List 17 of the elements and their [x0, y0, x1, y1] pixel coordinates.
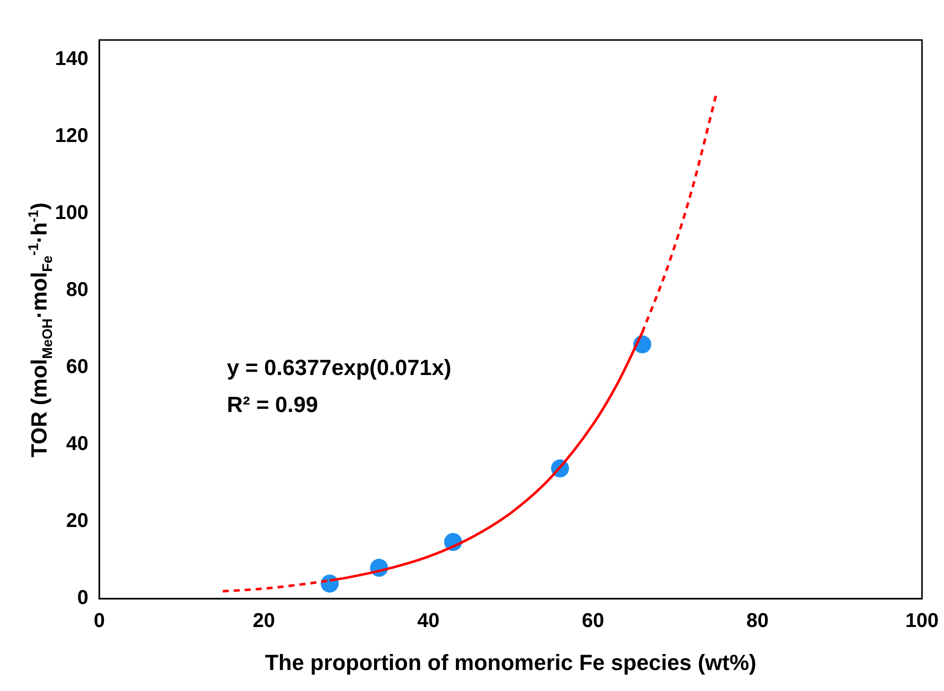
annotation: R² = 0.99 [226, 392, 318, 418]
y-tick-label: 60 [66, 356, 88, 378]
x-tick-label: 100 [905, 610, 939, 632]
y-tick-label: 20 [66, 510, 88, 532]
x-tick-label: 0 [94, 610, 105, 632]
x-axis-title: The proportion of monomeric Fe species (wt%) [264, 650, 756, 675]
y-tick-label: 120 [54, 124, 88, 147]
x-tick-label: 80 [746, 610, 769, 632]
x-tick-label: 20 [252, 610, 276, 632]
y-tick-label: 0 [77, 587, 88, 610]
y-tick-label: 100 [54, 202, 88, 224]
y-tick-label: 80 [66, 278, 88, 301]
x-tick-label: 60 [582, 610, 604, 632]
y-tick-label: 40 [66, 433, 88, 456]
annotation: y = 0.6377exp(0.071x) [226, 355, 452, 380]
x-tick-label: 40 [417, 610, 440, 632]
y-tick-label: 140 [54, 48, 88, 70]
